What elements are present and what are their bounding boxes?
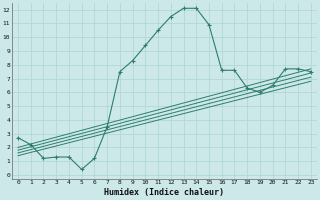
X-axis label: Humidex (Indice chaleur): Humidex (Indice chaleur) [104, 188, 224, 197]
